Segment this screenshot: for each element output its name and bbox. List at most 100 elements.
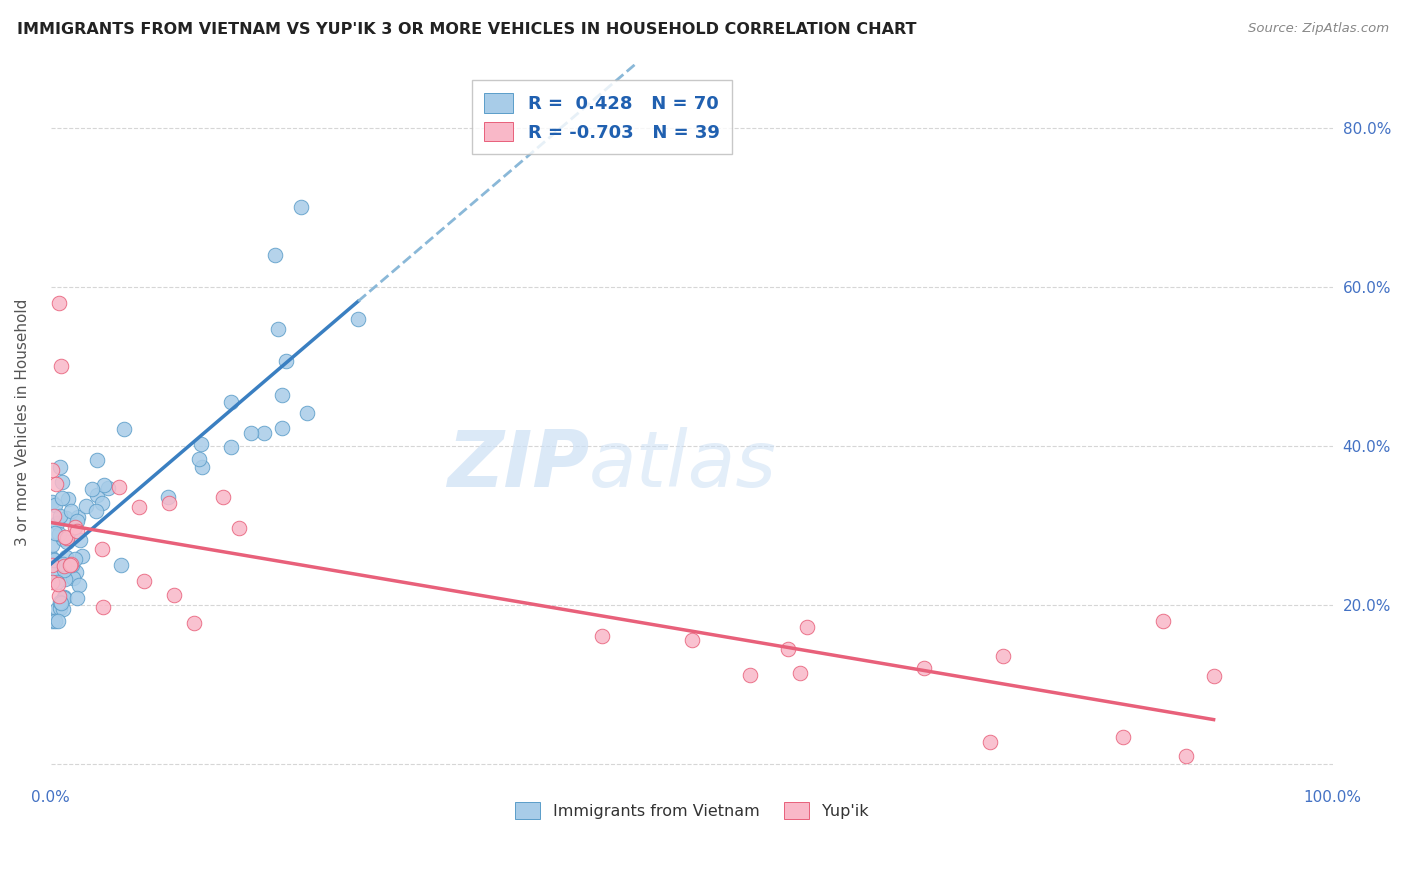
Point bbox=[91, 496, 114, 510]
Point bbox=[67, 577, 90, 591]
Point bbox=[41, 575, 63, 590]
Point bbox=[45, 602, 67, 616]
Point bbox=[46, 614, 69, 628]
Point bbox=[44, 614, 66, 628]
Point bbox=[42, 553, 65, 567]
Point bbox=[55, 550, 77, 565]
Point bbox=[219, 394, 242, 409]
Point bbox=[156, 490, 179, 504]
Text: ZIP: ZIP bbox=[447, 427, 589, 503]
Point bbox=[1202, 668, 1225, 682]
Point bbox=[347, 311, 370, 326]
Point bbox=[65, 566, 87, 580]
Point bbox=[49, 459, 72, 474]
Point bbox=[53, 572, 76, 586]
Point bbox=[60, 558, 83, 573]
Point bbox=[1112, 730, 1135, 744]
Point bbox=[211, 490, 233, 504]
Text: atlas: atlas bbox=[589, 427, 778, 503]
Point bbox=[56, 535, 79, 549]
Point bbox=[912, 661, 935, 675]
Point bbox=[69, 533, 91, 547]
Point bbox=[157, 496, 180, 510]
Point bbox=[45, 477, 67, 491]
Point bbox=[52, 557, 75, 571]
Point bbox=[55, 511, 77, 525]
Point bbox=[183, 615, 205, 630]
Point bbox=[48, 527, 70, 541]
Point bbox=[1152, 614, 1174, 628]
Point bbox=[274, 354, 297, 368]
Point bbox=[51, 475, 73, 489]
Text: Source: ZipAtlas.com: Source: ZipAtlas.com bbox=[1249, 22, 1389, 36]
Point bbox=[42, 508, 65, 523]
Point bbox=[1175, 749, 1198, 764]
Point bbox=[60, 504, 83, 518]
Point bbox=[48, 295, 70, 310]
Point bbox=[796, 620, 818, 634]
Point bbox=[60, 557, 83, 571]
Point bbox=[110, 558, 132, 573]
Point bbox=[48, 589, 70, 603]
Point bbox=[191, 460, 214, 475]
Point bbox=[190, 437, 212, 451]
Point bbox=[48, 508, 70, 523]
Point bbox=[62, 572, 84, 586]
Point bbox=[264, 248, 287, 262]
Point bbox=[979, 734, 1001, 748]
Y-axis label: 3 or more Vehicles in Household: 3 or more Vehicles in Household bbox=[15, 298, 30, 546]
Point bbox=[93, 477, 115, 491]
Point bbox=[270, 387, 292, 401]
Point bbox=[41, 495, 63, 509]
Point bbox=[591, 629, 613, 643]
Point bbox=[63, 520, 86, 534]
Point bbox=[49, 601, 72, 615]
Text: IMMIGRANTS FROM VIETNAM VS YUP'IK 3 OR MORE VEHICLES IN HOUSEHOLD CORRELATION CH: IMMIGRANTS FROM VIETNAM VS YUP'IK 3 OR M… bbox=[17, 22, 917, 37]
Point bbox=[778, 641, 800, 656]
Point bbox=[56, 531, 79, 545]
Point bbox=[91, 542, 114, 557]
Point bbox=[41, 463, 63, 477]
Point bbox=[41, 614, 63, 628]
Point bbox=[86, 504, 108, 518]
Point bbox=[228, 521, 250, 535]
Point bbox=[46, 516, 69, 530]
Legend: Immigrants from Vietnam, Yup'ik: Immigrants from Vietnam, Yup'ik bbox=[509, 796, 875, 826]
Point bbox=[681, 633, 703, 648]
Point bbox=[82, 482, 104, 496]
Point bbox=[91, 599, 114, 614]
Point bbox=[52, 563, 75, 577]
Point bbox=[132, 574, 155, 588]
Point bbox=[66, 510, 89, 524]
Point bbox=[51, 491, 73, 505]
Point bbox=[252, 425, 274, 440]
Point bbox=[65, 552, 87, 566]
Point bbox=[48, 595, 70, 609]
Point bbox=[53, 530, 76, 544]
Point bbox=[41, 538, 63, 552]
Point bbox=[48, 576, 70, 591]
Point bbox=[53, 591, 76, 605]
Point bbox=[45, 563, 67, 577]
Point bbox=[187, 451, 209, 466]
Point bbox=[49, 359, 72, 374]
Point bbox=[66, 514, 89, 528]
Point bbox=[290, 200, 312, 214]
Point bbox=[49, 596, 72, 610]
Point bbox=[58, 491, 80, 506]
Point bbox=[66, 591, 89, 605]
Point bbox=[44, 526, 66, 541]
Point bbox=[993, 649, 1015, 664]
Point bbox=[738, 667, 761, 681]
Point bbox=[789, 665, 811, 680]
Point bbox=[70, 549, 93, 564]
Point bbox=[51, 559, 73, 574]
Point bbox=[270, 421, 292, 435]
Point bbox=[86, 488, 108, 502]
Point bbox=[267, 322, 290, 336]
Point bbox=[86, 453, 108, 467]
Point bbox=[112, 422, 135, 436]
Point bbox=[97, 481, 120, 495]
Point bbox=[53, 590, 76, 604]
Point bbox=[44, 498, 66, 512]
